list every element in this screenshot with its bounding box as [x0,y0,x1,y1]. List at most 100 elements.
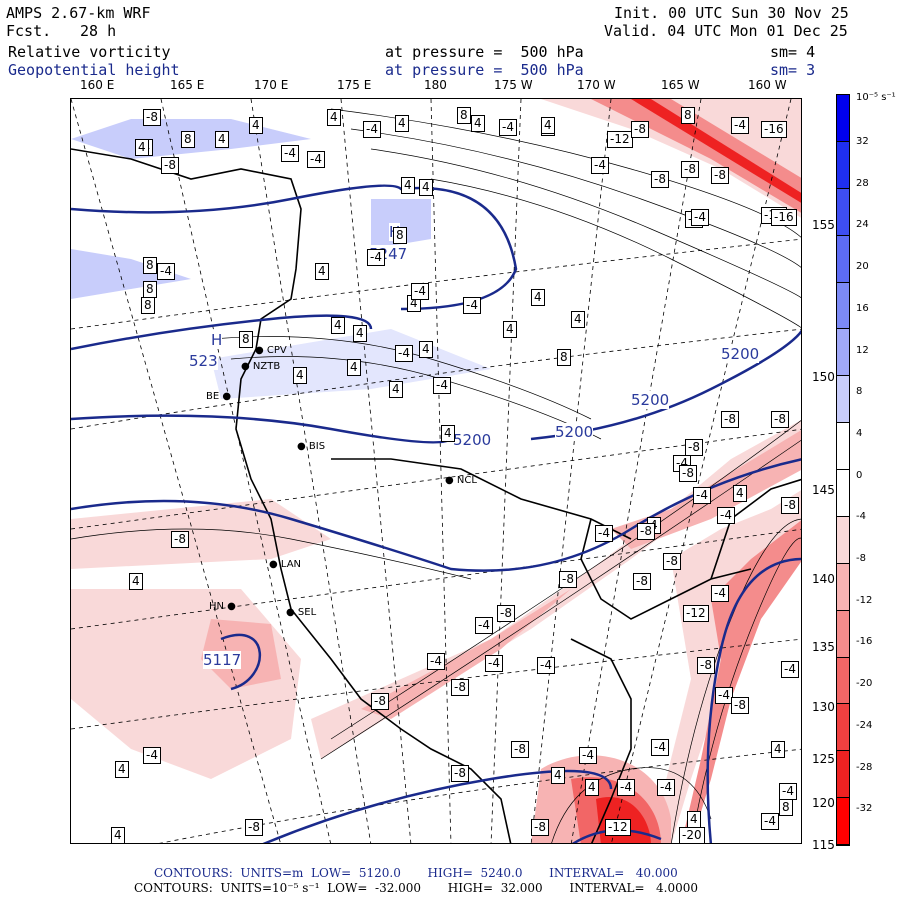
vorticity-value-label: -4 [715,687,733,704]
vorticity-value-label: 4 [531,289,545,306]
vorticity-value-label: 4 [293,367,307,384]
lon-label: 170 W [577,78,616,92]
vorticity-value-label: 8 [181,131,195,148]
vorticity-value-label: -8 [245,819,263,836]
vorticity-value-label: -4 [485,655,503,672]
vorticity-value-label: -4 [433,377,451,394]
vorticity-value-label: -12 [683,605,709,622]
colorbar-tick-label: -24 [856,719,873,731]
vorticity-value-label: 4 [115,761,129,778]
colorbar-tick-label: 4 [856,427,863,439]
colorbar [836,94,850,846]
colorbar-tick-label: 0 [856,469,863,481]
vorticity-value-label: -8 [771,411,789,428]
colorbar-segment [837,470,849,517]
vorticity-value-label: -12 [607,131,633,148]
height-label: 5200 [631,391,670,409]
valid-time: Valid. 04 UTC Mon 01 Dec 25 [604,22,848,40]
vorticity-value-label: -8 [511,741,529,758]
station-sel: ● SEL [286,607,317,618]
vorticity-value-label: 4 [419,341,433,358]
field1-level: at pressure = 500 hPa [385,43,584,61]
vorticity-value-label: 4 [771,741,785,758]
colorbar-tick-label: -28 [856,761,873,773]
map-panel: ● CPV ● NZTB BE ● ● BIS ● NCL ● LAN ● SE… [70,98,802,844]
lon-label: 160 E [80,78,115,92]
vorticity-value-label: -4 [475,617,493,634]
vorticity-value-label: -4 [281,145,299,162]
vorticity-value-label: 4 [733,485,747,502]
latitude-label: 125 [812,752,835,766]
vorticity-value-label: 4 [551,767,565,784]
colorbar-tick-label: 28 [856,177,869,189]
vorticity-value-label: 8 [143,257,157,274]
vorticity-value-label: -4 [427,653,445,670]
latitude-label: 145 [812,483,835,497]
vorticity-value-label: 4 [327,109,341,126]
vorticity-value-label: -4 [537,657,555,674]
colorbar-segment [837,141,849,189]
vorticity-value-label: 4 [401,177,415,194]
station-nztb: ● NZTB [241,361,281,372]
vorticity-value-label: -4 [693,487,711,504]
latitude-label: 130 [812,700,835,714]
colorbar-segment [837,516,849,564]
colorbar-segment [837,563,849,611]
vorticity-value-label: 4 [419,179,433,196]
vorticity-value-label: 4 [503,321,517,338]
vorticity-value-label: 4 [129,573,143,590]
vorticity-value-label: -8 [637,523,655,540]
vorticity-value-label: 4 [687,811,701,828]
colorbar-segment [837,376,849,424]
vorticity-value-label: -8 [781,497,799,514]
colorbar-tick-label: 24 [856,219,869,231]
vorticity-value-label: 8 [557,349,571,366]
station-be: BE ● [206,391,232,402]
vorticity-value-label: -4 [595,525,613,542]
vorticity-value-label: -12 [605,819,631,836]
vorticity-value-label: -4 [781,661,799,678]
vorticity-value-label: 4 [441,425,455,442]
vorticity-value-label: -8 [679,465,697,482]
vorticity-value-label: 8 [141,297,155,314]
height-label: 5200 [721,345,760,363]
high-marker: H [211,331,223,349]
station-lan: ● LAN [269,559,302,570]
station-ncl: ● NCL [445,475,477,486]
vorticity-value-label: -4 [761,813,779,830]
vorticity-value-label: -4 [617,779,635,796]
colorbar-tick-label: -12 [856,594,873,606]
lon-label: 165 W [661,78,700,92]
vorticity-value-label: 4 [249,117,263,134]
vorticity-value-label: 4 [331,317,345,334]
vorticity-value-label: -4 [591,157,609,174]
vorticity-value-label: -8 [531,819,549,836]
field1-name: Relative vorticity [8,43,171,61]
vorticity-value-label: -8 [451,765,469,782]
vorticity-value-label: 8 [143,281,157,298]
coastline [71,148,801,843]
vorticity-value-label: -8 [633,573,651,590]
colorbar-segment [837,282,849,330]
vorticity-value-label: -4 [651,739,669,756]
init-time: Init. 00 UTC Sun 30 Nov 25 [614,4,849,22]
vorticity-value-label: 4 [585,779,599,796]
vorticity-value-label: 4 [347,359,361,376]
latitude-label: 115 [812,838,835,852]
vorticity-value-label: -8 [451,679,469,696]
vorticity-value-label: -8 [663,553,681,570]
latitude-label: 140 [812,572,835,586]
vorticity-value-label: 8 [779,799,793,816]
vorticity-value-label: -20 [679,827,705,843]
vorticity-value-label: -8 [497,605,515,622]
height-label: 5117 [203,651,242,669]
vorticity-value-label: -4 [363,121,381,138]
vorticity-value-label: -8 [559,571,577,588]
lon-label: 175 W [494,78,533,92]
lon-label: 175 E [337,78,372,92]
vorticity-value-label: -16 [761,121,787,138]
colorbar-tick-label: 8 [856,386,863,398]
vorticity-value-label: -8 [721,411,739,428]
vorticity-value-label: -8 [681,161,699,178]
lon-label: 165 E [170,78,205,92]
